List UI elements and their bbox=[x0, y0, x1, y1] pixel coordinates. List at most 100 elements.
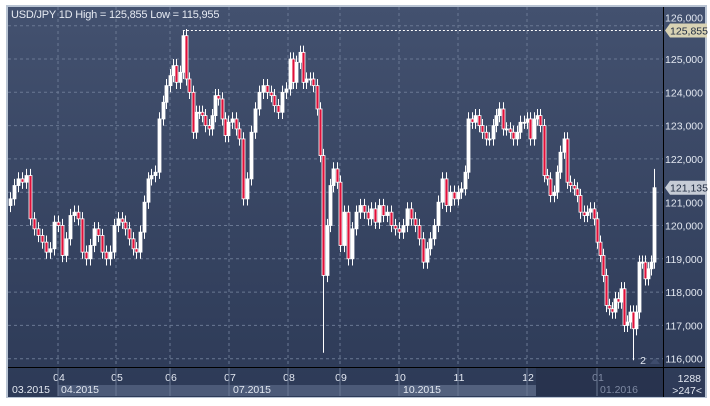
candle-body bbox=[245, 178, 250, 200]
candle-body bbox=[525, 118, 530, 123]
candle-body bbox=[328, 185, 333, 226]
candle-body bbox=[276, 105, 281, 113]
candle bbox=[223, 112, 228, 143]
candle bbox=[328, 178, 333, 233]
candle-body bbox=[413, 218, 418, 226]
candle-body bbox=[601, 255, 606, 276]
candle-body bbox=[440, 178, 445, 203]
candle-body bbox=[575, 188, 580, 196]
high-price-tag bbox=[665, 23, 707, 38]
candle-body bbox=[501, 108, 506, 130]
candle-body bbox=[157, 118, 162, 173]
x-tick-label: 07 bbox=[224, 372, 236, 384]
candle bbox=[280, 85, 285, 119]
candle bbox=[578, 188, 583, 219]
candle bbox=[504, 122, 509, 136]
candle-body bbox=[528, 118, 533, 140]
candle bbox=[508, 122, 513, 139]
candle bbox=[628, 305, 633, 329]
candle bbox=[257, 85, 262, 116]
candle-body bbox=[425, 248, 430, 263]
candle-body bbox=[558, 151, 563, 173]
candle bbox=[187, 72, 192, 99]
x-tick-label: 12 bbox=[522, 372, 534, 384]
candle bbox=[381, 198, 386, 223]
candle-body bbox=[92, 228, 97, 246]
candle bbox=[616, 292, 621, 309]
candle bbox=[470, 112, 475, 129]
candle bbox=[358, 198, 363, 219]
candle bbox=[331, 162, 336, 193]
candle bbox=[100, 228, 105, 259]
candle bbox=[487, 132, 492, 146]
candle bbox=[354, 205, 359, 236]
candle-body bbox=[249, 131, 254, 180]
candle bbox=[216, 88, 221, 106]
chart-title: USD/JPY 1D High = 125,855 Low = 115,955 bbox=[11, 9, 220, 21]
candle bbox=[24, 168, 29, 189]
candle-body bbox=[535, 115, 540, 120]
candle-body bbox=[473, 115, 478, 123]
candle-body bbox=[194, 111, 199, 133]
candle-body bbox=[377, 205, 382, 223]
candle-body bbox=[562, 138, 567, 153]
candle bbox=[253, 102, 258, 139]
candle-body bbox=[459, 188, 464, 193]
candle-body bbox=[146, 178, 151, 203]
candle bbox=[421, 232, 426, 269]
candle-body bbox=[308, 78, 313, 81]
candle-body bbox=[178, 71, 183, 83]
candle-body bbox=[578, 195, 583, 213]
candle bbox=[397, 222, 402, 239]
candle bbox=[315, 78, 320, 116]
x-tick-label: 09 bbox=[335, 372, 347, 384]
candle bbox=[84, 245, 89, 266]
candle-body bbox=[542, 125, 547, 176]
candle bbox=[613, 292, 618, 319]
candle bbox=[366, 205, 371, 226]
candle-body bbox=[515, 131, 520, 140]
candle bbox=[535, 108, 540, 126]
candle bbox=[565, 132, 570, 189]
candle bbox=[338, 175, 343, 253]
candle-body bbox=[592, 208, 597, 220]
candle bbox=[191, 85, 196, 139]
candle bbox=[20, 172, 25, 189]
x-tick-label: 06 bbox=[165, 372, 177, 384]
candle bbox=[230, 112, 235, 129]
candle-body bbox=[649, 261, 654, 270]
candle-body bbox=[628, 311, 633, 323]
candle bbox=[389, 205, 394, 233]
candle-body bbox=[197, 111, 202, 114]
candle bbox=[518, 115, 523, 139]
y-tick-label: 116,000 bbox=[665, 354, 702, 366]
candle bbox=[385, 205, 390, 223]
candle bbox=[291, 52, 296, 89]
candle-body bbox=[448, 191, 453, 206]
period-label: 10.2015 bbox=[403, 384, 441, 396]
y-tick-label: 123,000 bbox=[665, 121, 703, 133]
candle-body bbox=[504, 128, 509, 131]
candle bbox=[96, 222, 101, 243]
candle bbox=[409, 202, 414, 226]
candle bbox=[120, 212, 125, 229]
candle-body bbox=[123, 221, 128, 230]
candle bbox=[373, 202, 378, 229]
candle bbox=[207, 118, 212, 136]
candle bbox=[272, 88, 277, 113]
candle bbox=[245, 172, 250, 206]
candle-body bbox=[595, 218, 600, 243]
candle-body bbox=[253, 108, 258, 133]
visible-range-overlay[interactable] bbox=[536, 368, 663, 396]
candle bbox=[362, 198, 367, 219]
candle bbox=[369, 202, 374, 226]
candle-body bbox=[226, 121, 231, 136]
candle-body bbox=[613, 298, 618, 313]
candle bbox=[213, 88, 218, 123]
candle bbox=[197, 105, 202, 119]
candle bbox=[652, 168, 657, 269]
candle bbox=[88, 238, 93, 266]
candle-body bbox=[511, 131, 516, 140]
candle-body bbox=[298, 51, 303, 63]
